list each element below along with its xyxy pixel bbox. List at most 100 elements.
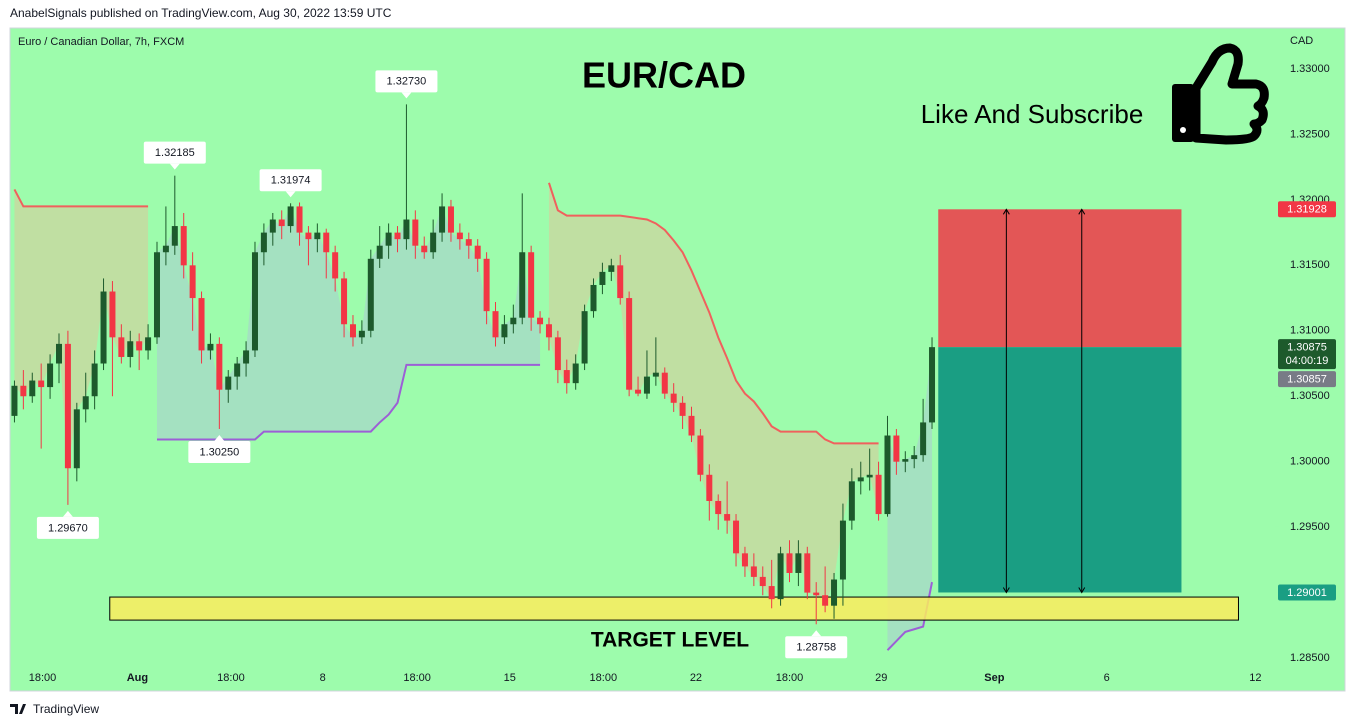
candle-body <box>243 350 250 364</box>
candle-body <box>118 337 125 357</box>
candle-body <box>73 409 80 469</box>
candle-body <box>688 415 695 436</box>
candle-body <box>456 232 463 240</box>
candle-body <box>29 380 36 397</box>
candle-body <box>545 324 552 338</box>
x-tick-label: 8 <box>320 672 326 684</box>
tradingview-logo <box>10 704 26 714</box>
candle-body <box>626 298 633 390</box>
pivot-label: 1.30250 <box>199 446 239 458</box>
candle-body <box>207 343 214 351</box>
candle-body <box>590 284 597 312</box>
candle-body <box>269 219 276 233</box>
price-tag <box>1278 584 1336 601</box>
pivot-pointer <box>811 630 822 637</box>
plot: 1.29670 1.32185 1.30250 1.31974 1.32730 1.287… <box>11 63 1336 690</box>
candle-body <box>902 459 909 462</box>
candle-body <box>465 239 472 246</box>
price-tag-countdown: 04:00:19 <box>1286 355 1329 367</box>
candle-body <box>599 271 606 285</box>
x-tick-label: 29 <box>875 672 887 684</box>
footer-brand: TradingView <box>33 702 99 716</box>
candle-body <box>234 363 241 377</box>
candle-body <box>367 258 374 331</box>
candle-body <box>572 363 579 384</box>
pivot-label: 1.31974 <box>271 175 311 187</box>
candle-body <box>492 311 499 338</box>
candle-body <box>857 477 864 482</box>
candle-body <box>483 258 490 312</box>
candle-body <box>715 500 722 515</box>
candle-body <box>439 206 446 233</box>
chart-title: EUR/CAD <box>582 55 746 96</box>
candle-body <box>216 343 223 390</box>
candle-body <box>813 592 820 596</box>
candle-body <box>768 586 775 600</box>
pivot-pointer <box>285 191 296 198</box>
pivot-box <box>785 636 848 659</box>
x-tick-label: 15 <box>504 672 516 684</box>
y-tick-label: 1.29500 <box>1290 521 1330 533</box>
pivot-pointer <box>214 434 225 441</box>
pivot-label: 1.32185 <box>155 147 195 159</box>
candle-body <box>109 291 116 338</box>
candle-body <box>180 226 187 266</box>
candle-body <box>884 435 891 515</box>
candle-body <box>501 324 508 338</box>
candle-body <box>554 337 561 371</box>
y-tick-label: 1.33000 <box>1290 63 1330 75</box>
currency: CAD <box>1290 35 1313 47</box>
candle-body <box>643 376 650 394</box>
x-tick-label: 18:00 <box>590 672 618 684</box>
candle-body <box>341 278 348 325</box>
y-tick-label: 1.31500 <box>1290 259 1330 271</box>
candle-body <box>697 435 704 475</box>
candle-body <box>447 206 454 233</box>
candle-body <box>162 245 169 253</box>
candle-body <box>804 553 811 593</box>
arrow-head <box>1002 208 1010 594</box>
candle-body <box>537 317 544 325</box>
candle-body <box>421 245 428 253</box>
candle-body <box>305 232 312 240</box>
candle-body <box>198 298 205 351</box>
candle-body <box>929 347 936 423</box>
candle-body <box>777 553 784 600</box>
x-tick-label: 18:00 <box>403 672 431 684</box>
candle-body <box>866 474 873 478</box>
trend-fill <box>156 206 541 440</box>
candle-body <box>11 385 18 416</box>
candle-body <box>661 372 668 394</box>
x-tick-label: 22 <box>690 672 702 684</box>
candle-body <box>82 396 89 410</box>
candle-body <box>519 252 526 318</box>
arrow-head <box>1078 208 1086 594</box>
candle-body <box>260 232 267 253</box>
x-tick-label: 6 <box>1104 672 1110 684</box>
candle-body <box>733 520 740 554</box>
candle-body <box>47 363 54 388</box>
candle-body <box>430 232 437 253</box>
candle-body <box>91 363 98 397</box>
candle-body <box>474 245 481 259</box>
candle-body <box>822 595 829 606</box>
candle-body <box>323 232 330 253</box>
x-tick-label: Aug <box>127 672 148 684</box>
pivot-label: 1.32730 <box>387 76 427 88</box>
pivot-box <box>188 440 251 463</box>
candle-body <box>171 226 178 246</box>
candle-body <box>724 514 731 521</box>
candle-body <box>100 291 107 364</box>
candle-body <box>127 341 134 357</box>
candle-body <box>786 553 793 573</box>
candle-body <box>635 389 642 394</box>
candle-body <box>875 474 882 515</box>
pivot-label: 1.29670 <box>48 522 88 534</box>
trend-line <box>13 188 149 208</box>
candle-body <box>189 265 196 299</box>
x-tick-label: Sep <box>984 672 1004 684</box>
candle-body <box>314 232 321 240</box>
trend-fill <box>548 182 879 606</box>
